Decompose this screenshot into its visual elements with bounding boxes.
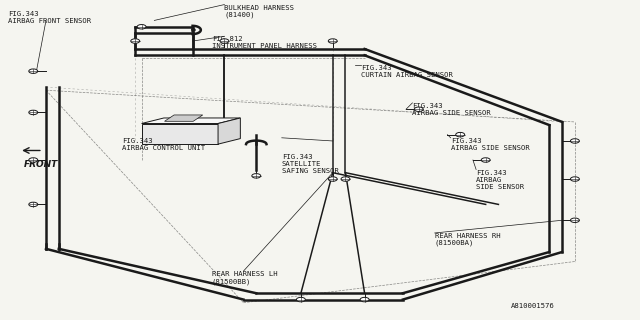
- Circle shape: [570, 139, 579, 143]
- Text: BULKHEAD HARNESS
(81400): BULKHEAD HARNESS (81400): [225, 4, 294, 18]
- Circle shape: [341, 177, 350, 181]
- Polygon shape: [141, 118, 241, 124]
- Circle shape: [131, 39, 140, 43]
- Circle shape: [29, 158, 38, 162]
- Circle shape: [414, 107, 423, 111]
- Circle shape: [456, 132, 465, 137]
- Text: FIG.343
AIRBAG FRONT SENSOR: FIG.343 AIRBAG FRONT SENSOR: [8, 11, 91, 24]
- Circle shape: [29, 202, 38, 207]
- Polygon shape: [164, 115, 203, 121]
- Text: FIG.812
INSTRUMENT PANEL HARNESS: FIG.812 INSTRUMENT PANEL HARNESS: [212, 36, 317, 49]
- Circle shape: [481, 158, 490, 162]
- Circle shape: [328, 177, 337, 181]
- Circle shape: [570, 218, 579, 222]
- Circle shape: [252, 174, 260, 178]
- Text: FIG.343
CURTAIN AIRBAG SENSOR: FIG.343 CURTAIN AIRBAG SENSOR: [362, 65, 453, 78]
- Circle shape: [360, 297, 369, 302]
- Circle shape: [570, 177, 579, 181]
- Circle shape: [220, 39, 229, 43]
- Circle shape: [328, 39, 337, 43]
- Text: REAR HARNESS RH
(81500BA): REAR HARNESS RH (81500BA): [435, 233, 500, 246]
- Circle shape: [29, 69, 38, 73]
- Text: A810001576: A810001576: [511, 303, 555, 309]
- Text: FIG.343
SATELLITE
SAFING SENSOR: FIG.343 SATELLITE SAFING SENSOR: [282, 154, 339, 174]
- Polygon shape: [218, 118, 241, 144]
- Text: FRONT: FRONT: [24, 160, 58, 169]
- Text: FIG.343
AIRBAG SIDE SENSOR: FIG.343 AIRBAG SIDE SENSOR: [412, 103, 491, 116]
- Text: FIG.343
AIRBAG SIDE SENSOR: FIG.343 AIRBAG SIDE SENSOR: [451, 138, 529, 151]
- Circle shape: [296, 297, 305, 302]
- Circle shape: [29, 110, 38, 115]
- Text: REAR HARNESS LH
(81500BB): REAR HARNESS LH (81500BB): [212, 271, 277, 284]
- Text: FIG.343
AIRBAG
SIDE SENSOR: FIG.343 AIRBAG SIDE SENSOR: [476, 170, 524, 189]
- Text: FIG.343
AIRBAG CONTROL UNIT: FIG.343 AIRBAG CONTROL UNIT: [122, 138, 205, 151]
- Circle shape: [137, 25, 146, 29]
- Polygon shape: [141, 124, 218, 144]
